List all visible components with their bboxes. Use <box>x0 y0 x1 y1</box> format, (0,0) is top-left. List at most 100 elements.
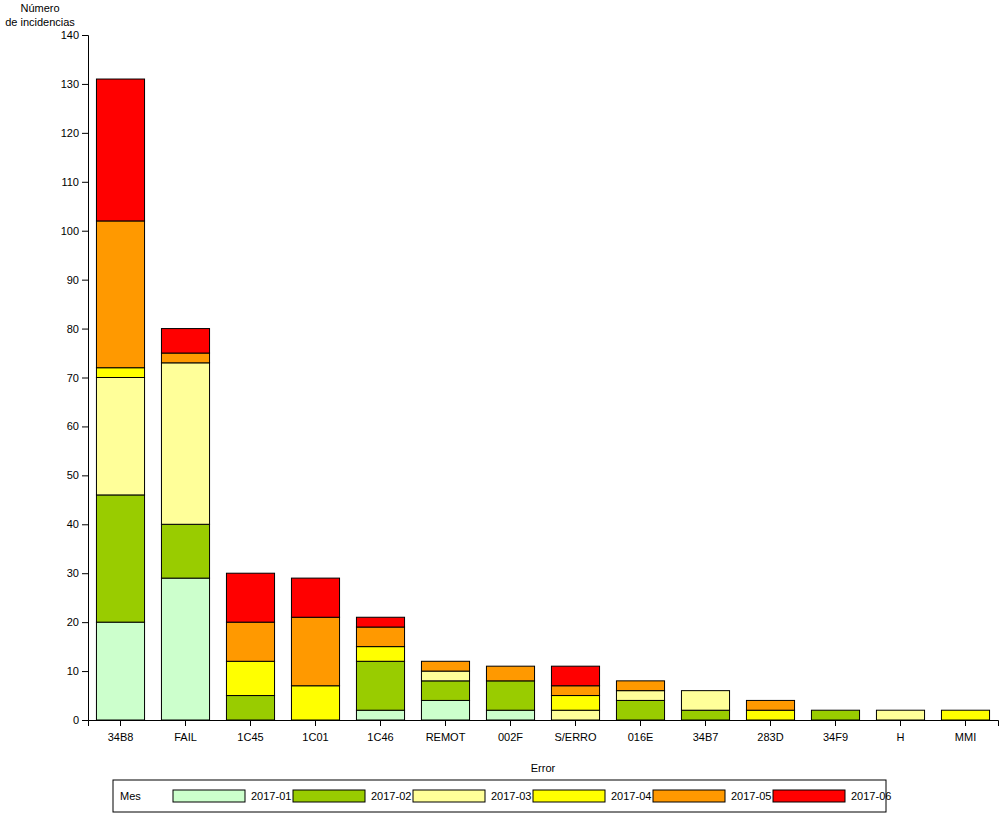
bar-segment <box>616 680 664 681</box>
y-tick: 0 <box>73 714 88 726</box>
x-tick-label: MMI <box>955 731 976 743</box>
bar-segment <box>96 495 144 622</box>
y-tick: 10 <box>67 665 88 677</box>
bar-segment <box>421 700 469 720</box>
bar-segment <box>356 710 404 720</box>
y-tick-mark <box>82 378 88 379</box>
bar-segment <box>616 691 664 701</box>
bar-segment <box>876 710 924 711</box>
y-tick: 70 <box>67 372 88 384</box>
chart-svg: 010203040506070809010011012013014034B8FA… <box>0 0 999 833</box>
y-tick: 130 <box>61 78 88 90</box>
y-tick: 100 <box>61 225 88 237</box>
y-tick-label: 130 <box>61 78 79 90</box>
y-tick-mark <box>82 35 88 36</box>
y-tick-label: 140 <box>61 29 79 41</box>
x-tick: 1C45 <box>237 720 263 743</box>
x-tick-label: 002F <box>498 731 523 743</box>
y-tick-label: 20 <box>67 616 79 628</box>
y-axis-line <box>82 36 89 721</box>
x-tick: H <box>897 720 905 743</box>
y-tick-mark <box>82 280 88 281</box>
x-tick-mark <box>705 720 706 726</box>
x-tick-mark <box>445 720 446 726</box>
legend-swatch <box>653 790 725 802</box>
bar-segment <box>941 710 989 711</box>
x-tick-mark <box>770 720 771 726</box>
y-tick-label: 120 <box>61 127 79 139</box>
legend-title: Mes <box>120 790 141 802</box>
x-tick-label: 016E <box>628 731 654 743</box>
y-tick-mark <box>82 133 88 134</box>
x-tick-mark <box>835 720 836 726</box>
bar-segment <box>161 363 209 524</box>
bar-segment <box>681 690 729 691</box>
bar-segment <box>486 666 534 681</box>
y-tick-mark <box>82 84 88 85</box>
bar-segment <box>486 681 534 710</box>
y-tick: 30 <box>67 567 88 579</box>
x-tick-mark <box>315 720 316 726</box>
x-tick-mark <box>185 720 186 726</box>
y-tick-label: 30 <box>67 567 79 579</box>
bar-segment <box>226 661 274 695</box>
bars <box>96 79 989 720</box>
bar-segment <box>876 710 924 711</box>
x-tick-label: S/ERRO <box>554 731 597 743</box>
legend-swatch <box>413 790 485 802</box>
x-tick: 34B7 <box>693 720 719 743</box>
legend-label: 2017-01 <box>251 790 291 802</box>
bar-segment <box>551 696 599 711</box>
y-tick: 60 <box>67 420 88 432</box>
bar-segment <box>811 710 859 711</box>
x-tick-mark <box>380 720 381 726</box>
x-tick: 1C46 <box>367 720 393 743</box>
chart-container: 010203040506070809010011012013014034B8FA… <box>0 0 999 833</box>
y-tick: 50 <box>67 469 88 481</box>
bar-segment <box>161 578 209 720</box>
legend-swatch <box>293 790 365 802</box>
x-tick: FAIL <box>174 720 197 743</box>
y-tick-mark <box>82 720 88 721</box>
x-tick: 002F <box>498 720 523 743</box>
x-tick-label: 34B7 <box>693 731 719 743</box>
bar-segment <box>96 622 144 720</box>
x-tick-label: H <box>897 731 905 743</box>
x-tick-mark <box>965 720 966 726</box>
bar-segment <box>291 578 339 617</box>
bar-segment <box>681 690 729 691</box>
bar-segment <box>161 329 209 353</box>
bar-segment <box>421 661 469 662</box>
x-tick-mark <box>900 720 901 726</box>
bar-segment <box>551 710 599 720</box>
bar-segment <box>356 627 404 647</box>
bar-segment <box>746 710 794 720</box>
y-tick-mark <box>82 524 88 525</box>
bar-segment <box>551 686 599 696</box>
bar-segment <box>356 661 404 710</box>
x-tick-mark <box>640 720 641 726</box>
x-tick-mark <box>510 720 511 726</box>
y-tick-label: 0 <box>73 714 79 726</box>
x-axis: 34B8FAIL1C451C011C46REMOT002FS/ERRO016E3… <box>89 720 999 743</box>
x-tick-label: 283D <box>757 731 783 743</box>
legend-label: 2017-02 <box>371 790 411 802</box>
x-axis-title: Error <box>531 762 556 774</box>
x-tick: 016E <box>628 720 654 743</box>
y-tick-mark <box>82 182 88 183</box>
y-tick: 140 <box>61 29 88 41</box>
bar-segment <box>226 622 274 661</box>
legend-label: 2017-03 <box>491 790 531 802</box>
x-tick: 34F9 <box>823 720 848 743</box>
bar-segment <box>486 710 534 720</box>
x-tick-mark <box>575 720 576 726</box>
x-tick-label: 1C46 <box>367 731 393 743</box>
y-tick: 80 <box>67 323 88 335</box>
x-tick: 1C01 <box>302 720 328 743</box>
bar-segment <box>681 690 729 691</box>
y-tick: 110 <box>61 176 88 188</box>
y-tick: 120 <box>61 127 88 139</box>
bar-segment <box>356 617 404 627</box>
y-tick-label: 90 <box>67 274 79 286</box>
bar-segment <box>876 710 924 720</box>
